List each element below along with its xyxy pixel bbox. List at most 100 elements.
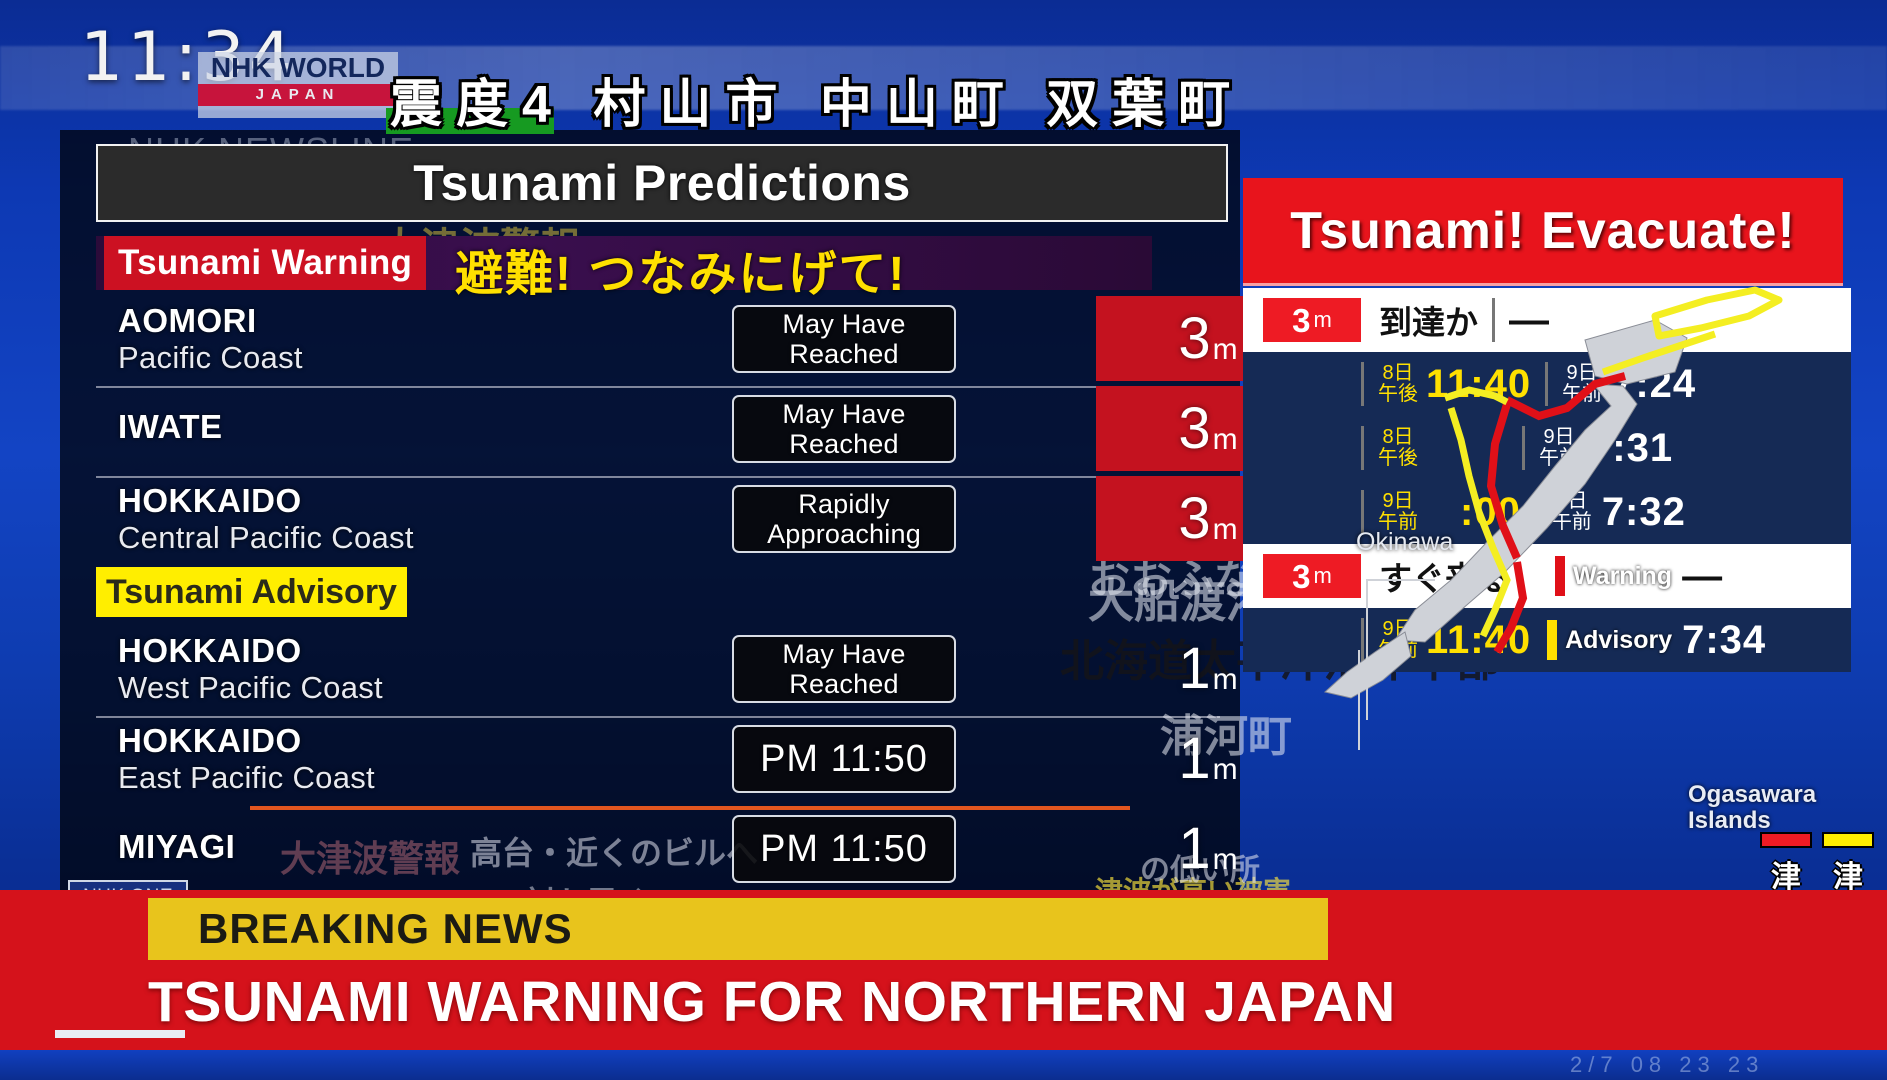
row-divider — [96, 716, 1220, 718]
row-status-time: PM 11:50 — [760, 828, 928, 870]
row-status-line1: May Have — [782, 309, 906, 339]
row-height: 1 m — [1096, 626, 1320, 711]
legend-swatch-warning-bottom — [1760, 832, 1812, 848]
underlay-port-name: 大船渡港 — [1088, 575, 1272, 627]
map-label-okinawa: Okinawa — [1356, 528, 1454, 556]
arrival-time-2: 7:34 — [1682, 617, 1767, 662]
row-region: HOKKAIDO — [118, 722, 302, 759]
column-divider — [1492, 298, 1495, 342]
row-region: HOKKAIDO — [118, 632, 302, 669]
arrival-time-1: 11:40 — [1426, 617, 1532, 662]
day-label-2-jp: 9日 午前 — [1551, 490, 1592, 533]
table-row: 8日 午後 9日 午前 7:31 — [1243, 416, 1851, 480]
table-row: 9日 午前 11:40 Advisory 7:34 — [1243, 608, 1851, 672]
table-row: 8日 午後 11:40 9日 午前 7:24 — [1243, 352, 1851, 416]
row-status-time: PM 11:50 — [760, 738, 928, 780]
arrival-time-2: 7:32 — [1601, 489, 1686, 534]
column-divider — [1361, 618, 1364, 662]
arrival-time-1: 11:40 — [1426, 361, 1532, 406]
row-height: 1 m — [1096, 716, 1320, 801]
arrival-time-1: :00 — [1460, 489, 1521, 534]
arrival-time-2: — — [1509, 297, 1549, 342]
arrival-time-2: 7:24 — [1612, 361, 1697, 406]
height-chip-value: 3 — [1292, 557, 1311, 595]
logo-line-world: NHK WORLD — [210, 52, 386, 83]
row-status-line1: May Have — [782, 639, 906, 669]
day-label-jp: 9日 午前 — [1378, 490, 1418, 533]
row-region: AOMORI — [118, 302, 257, 339]
row-height-value: 1 — [1178, 635, 1211, 701]
arrival-label-jp: すぐ来る — [1379, 560, 1511, 597]
underlay-action-4: の低い所 — [1140, 854, 1260, 887]
row-divider — [96, 476, 1220, 478]
row-status-line1: Rapidly — [798, 489, 890, 519]
row-height-value: 1 — [1178, 815, 1211, 881]
row-status: May Have Reached — [732, 305, 956, 373]
row-accent-rule — [250, 806, 1130, 810]
row-status: May Have Reached — [732, 635, 956, 703]
underlay-urakawa: 浦河町 — [1160, 712, 1292, 761]
tsunami-advisory-label: Tsunami Advisory — [106, 572, 397, 611]
table-row: 3 m すぐ来る Warning — — [1243, 544, 1851, 608]
nhk-world-japan-logo: NHK WORLD JAPAN — [198, 52, 398, 118]
row-height: 1 m — [1096, 806, 1320, 891]
row-divider — [96, 386, 1220, 388]
row-coast: West Pacific Coast — [118, 670, 383, 705]
table-row: IWATE May Have Reached 3 m — [96, 386, 1320, 473]
day-label-jp: 8日 午後 — [1378, 426, 1418, 469]
breaking-news-headline-bar: TSUNAMI WARNING FOR NORTHERN JAPAN — [148, 962, 1478, 1042]
legend-kanji-warning: 津 — [1771, 861, 1801, 894]
row-status: PM 11:50 — [732, 815, 956, 883]
map-legend-kanji: 津 津 — [1760, 852, 1874, 896]
page-title: Tsunami Predictions — [413, 155, 911, 211]
row-height-value: 1 — [1178, 725, 1211, 791]
table-row: HOKKAIDO West Pacific Coast May Have Rea… — [96, 626, 1238, 713]
row-region: MIYAGI — [118, 828, 236, 865]
height-chip-value: 3 — [1292, 301, 1311, 339]
column-divider — [1361, 362, 1364, 406]
evacuate-banner-text: Tsunami! Evacuate! — [1290, 201, 1796, 260]
underlay-action-1: 高台・近くのビルへ — [470, 835, 759, 871]
day-label-jp: 9日 午前 — [1378, 618, 1418, 661]
row-height-value: 3 — [1178, 395, 1211, 461]
japan-tsunami-panel: Tsunami! Evacuate! 3 m 到達か — 8日 午後 11:40 … — [1243, 178, 1851, 723]
legend-label-advisory: Advisory — [1565, 625, 1673, 654]
breaking-news-kicker-bar: BREAKING NEWS — [148, 898, 1328, 960]
row-region: HOKKAIDO — [118, 482, 302, 519]
legend-swatch-advisory — [1547, 620, 1558, 660]
bottom-numbers: 2/7 08 23 23 — [1570, 1052, 1765, 1077]
evacuate-banner: Tsunami! Evacuate! — [1243, 178, 1843, 286]
arrival-label-jp: 到達か — [1379, 304, 1478, 341]
map-label-ogasawara-line1: Ogasawara — [1688, 781, 1817, 808]
arrival-time-table: 3 m 到達か — 8日 午後 11:40 9日 午前 7:24 8日 午後 — [1243, 288, 1851, 672]
row-status-line2: Approaching — [767, 519, 921, 549]
map-label-ogasawara: Ogasawara Islands — [1688, 782, 1816, 834]
status-badge-tsunami-advisory: Tsunami Advisory — [96, 567, 407, 617]
row-height-value: 3 — [1178, 305, 1211, 371]
row-height-unit: m — [1212, 663, 1238, 696]
breaking-news-headline: TSUNAMI WARNING FOR NORTHERN JAPAN — [148, 970, 1396, 1034]
table-row: HOKKAIDO East Pacific Coast PM 11:50 1 m — [96, 716, 1238, 803]
tsunami-warning-label: Tsunami Warning — [118, 243, 413, 282]
row-region: IWATE — [118, 408, 223, 445]
row-coast: Central Pacific Coast — [118, 520, 414, 555]
row-status-line2: Reached — [789, 339, 899, 369]
column-divider — [1522, 426, 1525, 470]
status-badge-tsunami-warning: Tsunami Warning — [104, 236, 427, 290]
map-label-ogasawara-line2: Islands — [1688, 807, 1771, 834]
japanese-ticker-headline: 震度4 村山市 中山町 双葉町 — [390, 76, 1245, 134]
day-label-2-jp: 9日 午前 — [1562, 362, 1603, 405]
height-chip-unit: m — [1313, 563, 1332, 588]
row-height-unit: m — [1212, 513, 1238, 546]
logo-line-japan: JAPAN — [198, 84, 398, 106]
underlay-big-warning-2: 大津波警報 — [280, 838, 461, 879]
column-divider — [1534, 490, 1538, 534]
column-divider — [1545, 362, 1549, 406]
table-row: HOKKAIDO Central Pacific Coast Rapidly A… — [96, 476, 1320, 563]
row-coast: East Pacific Coast — [118, 760, 375, 795]
row-height-unit: m — [1212, 843, 1238, 876]
column-divider — [1361, 426, 1364, 470]
row-status-line1: May Have — [782, 399, 906, 429]
table-row: 3 m 到達か — — [1243, 288, 1851, 352]
